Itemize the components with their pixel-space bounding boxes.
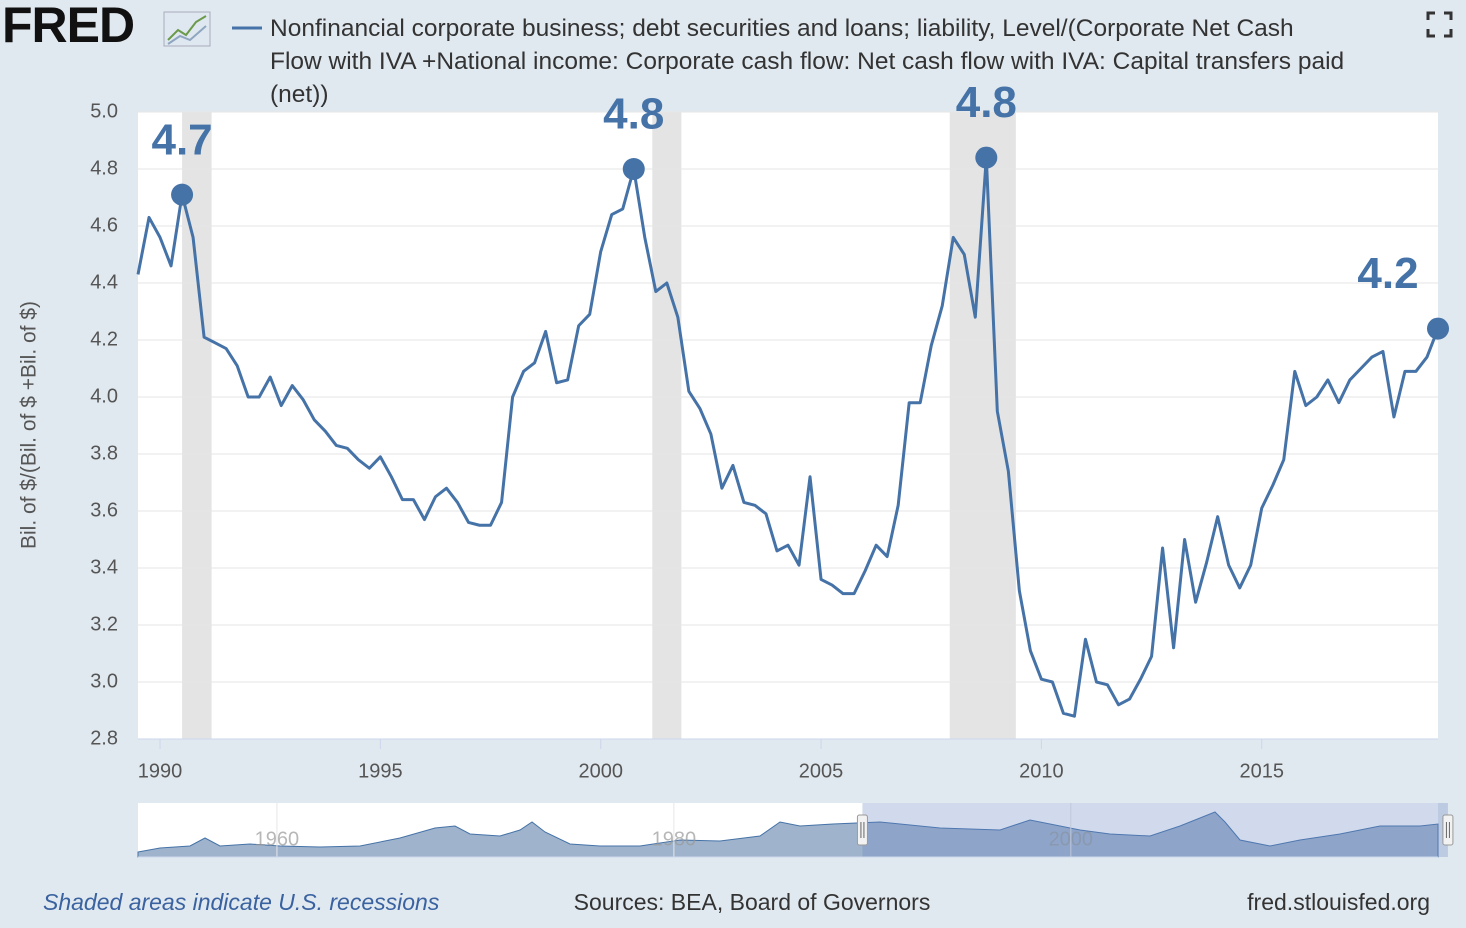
y-tick-label: 3.0 <box>90 670 118 692</box>
y-axis-label: Bil. of $/(Bil. of $ +Bil. of $) <box>18 301 41 549</box>
y-tick-label: 3.8 <box>90 442 118 464</box>
y-tick-label: 3.6 <box>90 499 118 521</box>
x-tick-label: 1995 <box>358 760 403 782</box>
value-label: 4.2 <box>1357 249 1418 298</box>
navigator-area <box>137 811 1439 858</box>
recession-layer <box>182 112 1016 739</box>
highlight-dot <box>171 183 194 206</box>
y-tick-label: 4.2 <box>90 328 118 350</box>
navigator-handle[interactable] <box>856 814 868 846</box>
navigator-tick-label: 2000 <box>1049 828 1094 850</box>
navigator-tick-label: 1960 <box>255 828 300 850</box>
value-label: 4.7 <box>151 115 212 164</box>
source-note: Sources: BEA, Board of Governors <box>574 889 931 915</box>
navigator-mask <box>862 803 1448 857</box>
recession-note: Shaded areas indicate U.S. recessions <box>43 889 440 915</box>
navigator-tick-label: 1980 <box>652 828 697 850</box>
x-tick-label: 1990 <box>138 760 183 782</box>
y-tick-label: 5.0 <box>90 100 118 122</box>
x-tick-label: 2005 <box>799 760 844 782</box>
line-layer: 4.7 4.8 4.8 4.2 <box>136 78 1449 718</box>
value-label: 4.8 <box>603 90 664 139</box>
navigator-handle[interactable] <box>1442 814 1454 846</box>
y-tick-label: 2.8 <box>90 727 118 749</box>
logo: FRED <box>2 0 135 53</box>
navigator: 1960 1980 2000 <box>137 803 1454 858</box>
fullscreen-icon[interactable] <box>1426 11 1453 38</box>
logo-icon <box>163 11 211 47</box>
legend-entry[interactable]: Nonfinancial corporate business; debt se… <box>270 15 1345 108</box>
value-label: 4.8 <box>956 78 1017 127</box>
logo-icon-line <box>167 25 207 45</box>
y-tick-label: 4.6 <box>90 214 118 236</box>
fullscreen-icon-path[interactable] <box>1426 11 1453 38</box>
x-tick-label: 2000 <box>578 760 623 782</box>
grid-layer <box>138 111 1438 740</box>
y-tick-label: 4.4 <box>90 271 118 293</box>
y-tick-label: 3.2 <box>90 613 118 635</box>
y-tick-label: 4.0 <box>90 385 118 407</box>
highlight-dot <box>622 158 645 180</box>
y-tick-label: 3.4 <box>90 556 118 578</box>
series-line <box>136 156 1440 718</box>
recession-band <box>652 112 682 739</box>
url-note: fred.stlouisfed.org <box>1247 889 1430 915</box>
y-tick-label: 4.8 <box>90 157 118 179</box>
highlight-dot <box>975 146 998 169</box>
x-tick-label: 2010 <box>1019 760 1064 782</box>
logo-icon-line <box>167 15 207 41</box>
highlight-dot <box>1427 317 1449 340</box>
plot-area <box>138 112 1438 739</box>
x-tick-label: 2015 <box>1239 760 1284 782</box>
